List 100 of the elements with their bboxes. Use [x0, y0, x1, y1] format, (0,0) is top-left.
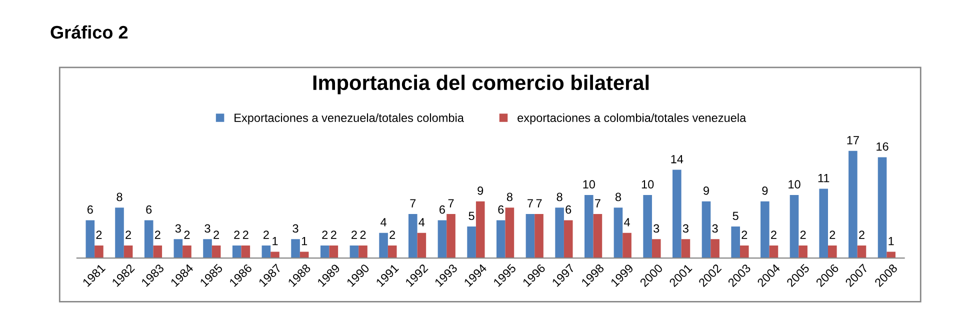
data-label: 6 — [440, 205, 445, 214]
data-label: 3 — [712, 224, 718, 233]
legend-label: Exportaciones a venezuela/totales colombia — [234, 113, 464, 124]
bar — [878, 157, 887, 258]
bar — [408, 214, 418, 258]
data-label: 10 — [788, 180, 800, 189]
data-label: 2 — [330, 230, 336, 239]
bar — [819, 188, 828, 258]
bar — [496, 220, 506, 258]
bar — [388, 245, 397, 258]
data-label: 2 — [264, 230, 269, 239]
bar — [790, 195, 799, 258]
bar — [291, 239, 300, 258]
data-label: 8 — [556, 192, 562, 202]
bar — [622, 232, 632, 258]
bar — [262, 245, 271, 258]
bar — [555, 208, 564, 258]
data-label: 5 — [732, 212, 738, 220]
bar — [740, 245, 749, 258]
data-label: 8 — [506, 192, 512, 202]
data-label: 2 — [830, 230, 836, 239]
data-label: 2 — [360, 230, 366, 239]
data-label: 3 — [682, 224, 688, 233]
bar — [86, 220, 95, 258]
bar — [564, 220, 573, 258]
bar — [329, 245, 338, 258]
data-label: 2 — [859, 230, 864, 239]
data-label: 4 — [624, 218, 630, 226]
bar — [241, 245, 250, 258]
bar — [417, 232, 426, 258]
data-label: 6 — [566, 205, 572, 214]
bar — [584, 195, 594, 258]
data-label: 14 — [671, 155, 684, 164]
data-label: 3 — [654, 224, 660, 233]
bar — [760, 201, 770, 258]
bar — [526, 214, 535, 258]
data-label: 2 — [322, 230, 328, 239]
bar — [672, 170, 682, 258]
data-label: 2 — [390, 230, 396, 239]
data-label: 2 — [352, 230, 357, 239]
bar — [702, 201, 711, 258]
data-label: 1 — [272, 237, 278, 246]
data-label: 1 — [302, 237, 308, 246]
bar — [505, 208, 514, 258]
data-label: 7 — [536, 199, 542, 208]
data-label: 9 — [704, 186, 709, 195]
bar — [534, 214, 544, 258]
data-label: 2 — [800, 230, 806, 239]
data-label: 16 — [876, 142, 888, 151]
data-label: 1 — [888, 237, 894, 246]
bar — [681, 239, 690, 258]
bar — [828, 245, 837, 258]
data-label: 2 — [234, 230, 240, 239]
data-label: 7 — [528, 199, 533, 208]
data-label: 3 — [292, 224, 298, 233]
bar — [379, 232, 388, 258]
data-label: 2 — [154, 230, 160, 239]
bar — [438, 220, 447, 258]
data-label: 6 — [498, 205, 504, 214]
bar — [652, 239, 661, 258]
data-label: 7 — [410, 199, 416, 208]
text: Gráfico 2 — [50, 25, 128, 39]
data-label: 2 — [126, 230, 131, 239]
data-label: 10 — [642, 180, 654, 189]
bar — [857, 245, 866, 258]
bar — [115, 208, 124, 258]
data-label: 2 — [214, 230, 220, 239]
bar — [731, 226, 740, 258]
bar — [124, 245, 133, 258]
bar — [320, 245, 330, 258]
data-label: 6 — [146, 205, 152, 214]
data-label: 7 — [448, 199, 454, 208]
bar — [94, 245, 104, 258]
data-label: 3 — [175, 224, 181, 233]
data-label: 5 — [468, 212, 474, 220]
bar — [476, 201, 485, 258]
bar — [153, 245, 162, 258]
data-label: 8 — [116, 192, 122, 202]
bar — [769, 245, 778, 258]
data-label: 2 — [242, 230, 248, 239]
data-label: 10 — [583, 180, 596, 189]
data-label: 2 — [184, 230, 190, 239]
data-label: 11 — [818, 174, 830, 182]
legend-label: exportaciones a colombia/totales venezuela — [518, 113, 746, 124]
bar — [643, 195, 652, 258]
bar — [174, 239, 183, 258]
data-label: 8 — [615, 192, 622, 202]
data-label: 6 — [87, 205, 93, 214]
data-label: 17 — [847, 136, 859, 144]
data-label: 9 — [762, 186, 768, 195]
bar — [798, 245, 808, 258]
bar — [848, 150, 858, 258]
bar — [446, 214, 456, 258]
chart-title: Importancia del comercio bilateral — [313, 74, 649, 94]
bar — [593, 214, 602, 258]
bar — [358, 245, 368, 258]
data-label: 4 — [380, 218, 386, 226]
bar — [144, 220, 154, 258]
bar — [212, 245, 221, 258]
data-label: 9 — [478, 186, 484, 195]
